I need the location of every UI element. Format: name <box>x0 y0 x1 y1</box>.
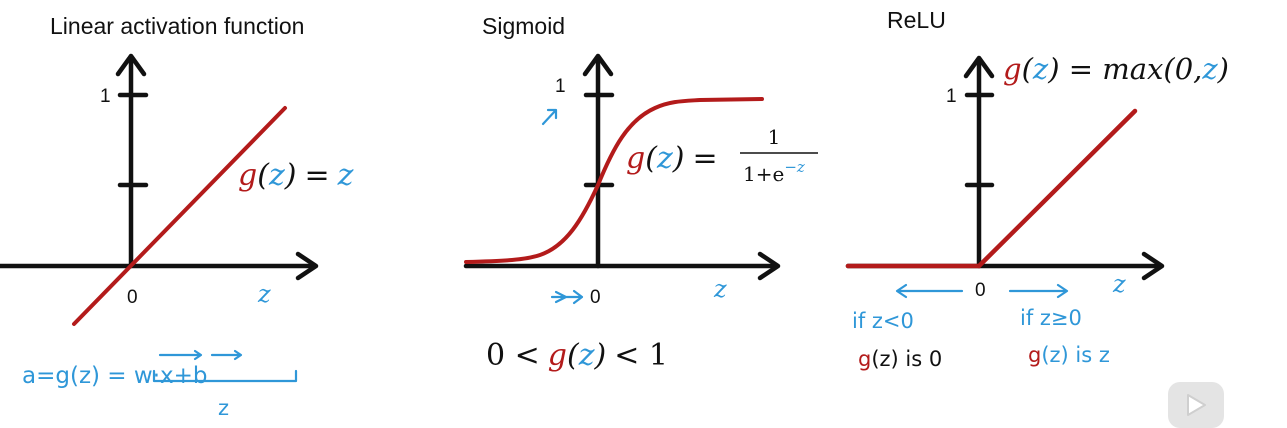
relu-handwritten-notes: if z<0 if z≥0 g(z) is 0 g(z) is z <box>852 283 1110 371</box>
linear-panel: Linear activation function 1 0 z g(z) = z … <box>0 13 354 420</box>
relu-function-label: g(z) = max(0,z) <box>1003 52 1229 86</box>
linear-handwritten-note: a=g(z) = w·x+b z <box>22 349 298 420</box>
relu-axes <box>845 55 1165 281</box>
relu-right-condition: if z≥0 <box>1020 306 1082 330</box>
sigmoid-panel: Sigmoid 1 0 z g(z) = 1 1+e−z 0 < g(z) < 1 <box>463 13 818 373</box>
relu-panel: ReLU 1 0 z g(z) = max(0,z) if z<0 if z≥0… <box>845 7 1229 371</box>
relu-right-arrow <box>1008 283 1069 299</box>
linear-note-under: z <box>218 396 229 420</box>
relu-left-arrow <box>895 283 964 299</box>
relu-curve <box>845 108 1138 269</box>
sigmoid-function-label: g(z) = <box>626 141 718 176</box>
linear-note-w-arrow <box>158 349 203 361</box>
sigmoid-fraction-denominator: 1+e−z <box>743 158 805 186</box>
play-icon <box>1187 394 1206 416</box>
linear-note-equation: a=g(z) = w·x+b <box>22 363 207 389</box>
linear-function-label: g(z) = z <box>238 158 354 193</box>
relu-origin-label: 0 <box>975 280 986 301</box>
linear-note-bracket <box>152 369 298 383</box>
sigmoid-range-label: 0 < g(z) < 1 <box>486 338 668 373</box>
linear-y-tick-1: 1 <box>100 86 111 107</box>
relu-right-output: g(z) is z <box>1028 343 1110 367</box>
relu-x-label: z <box>1112 270 1126 298</box>
linear-note-x-arrow <box>210 349 243 361</box>
play-button[interactable] <box>1168 382 1224 428</box>
sigmoid-fraction-numerator: 1 <box>768 125 781 149</box>
sigmoid-title: Sigmoid <box>482 13 565 39</box>
linear-x-label: z <box>257 280 271 308</box>
sigmoid-handwritten-up-arrow <box>541 108 558 126</box>
relu-left-output: g(z) is 0 <box>858 347 942 371</box>
sigmoid-x-label: z <box>713 275 727 303</box>
linear-title: Linear activation function <box>50 13 304 39</box>
sigmoid-y-tick-1: 1 <box>555 76 566 97</box>
sigmoid-curve <box>464 97 764 264</box>
relu-title: ReLU <box>887 7 946 33</box>
linear-axes <box>0 53 319 281</box>
sigmoid-origin-label: 0 <box>590 287 601 308</box>
linear-origin-label: 0 <box>127 287 138 308</box>
sigmoid-axes <box>463 53 781 281</box>
linear-curve <box>72 106 287 326</box>
relu-left-condition: if z<0 <box>852 309 914 333</box>
sigmoid-handwritten-right-arrow <box>550 289 584 305</box>
relu-y-tick-1: 1 <box>946 86 957 107</box>
